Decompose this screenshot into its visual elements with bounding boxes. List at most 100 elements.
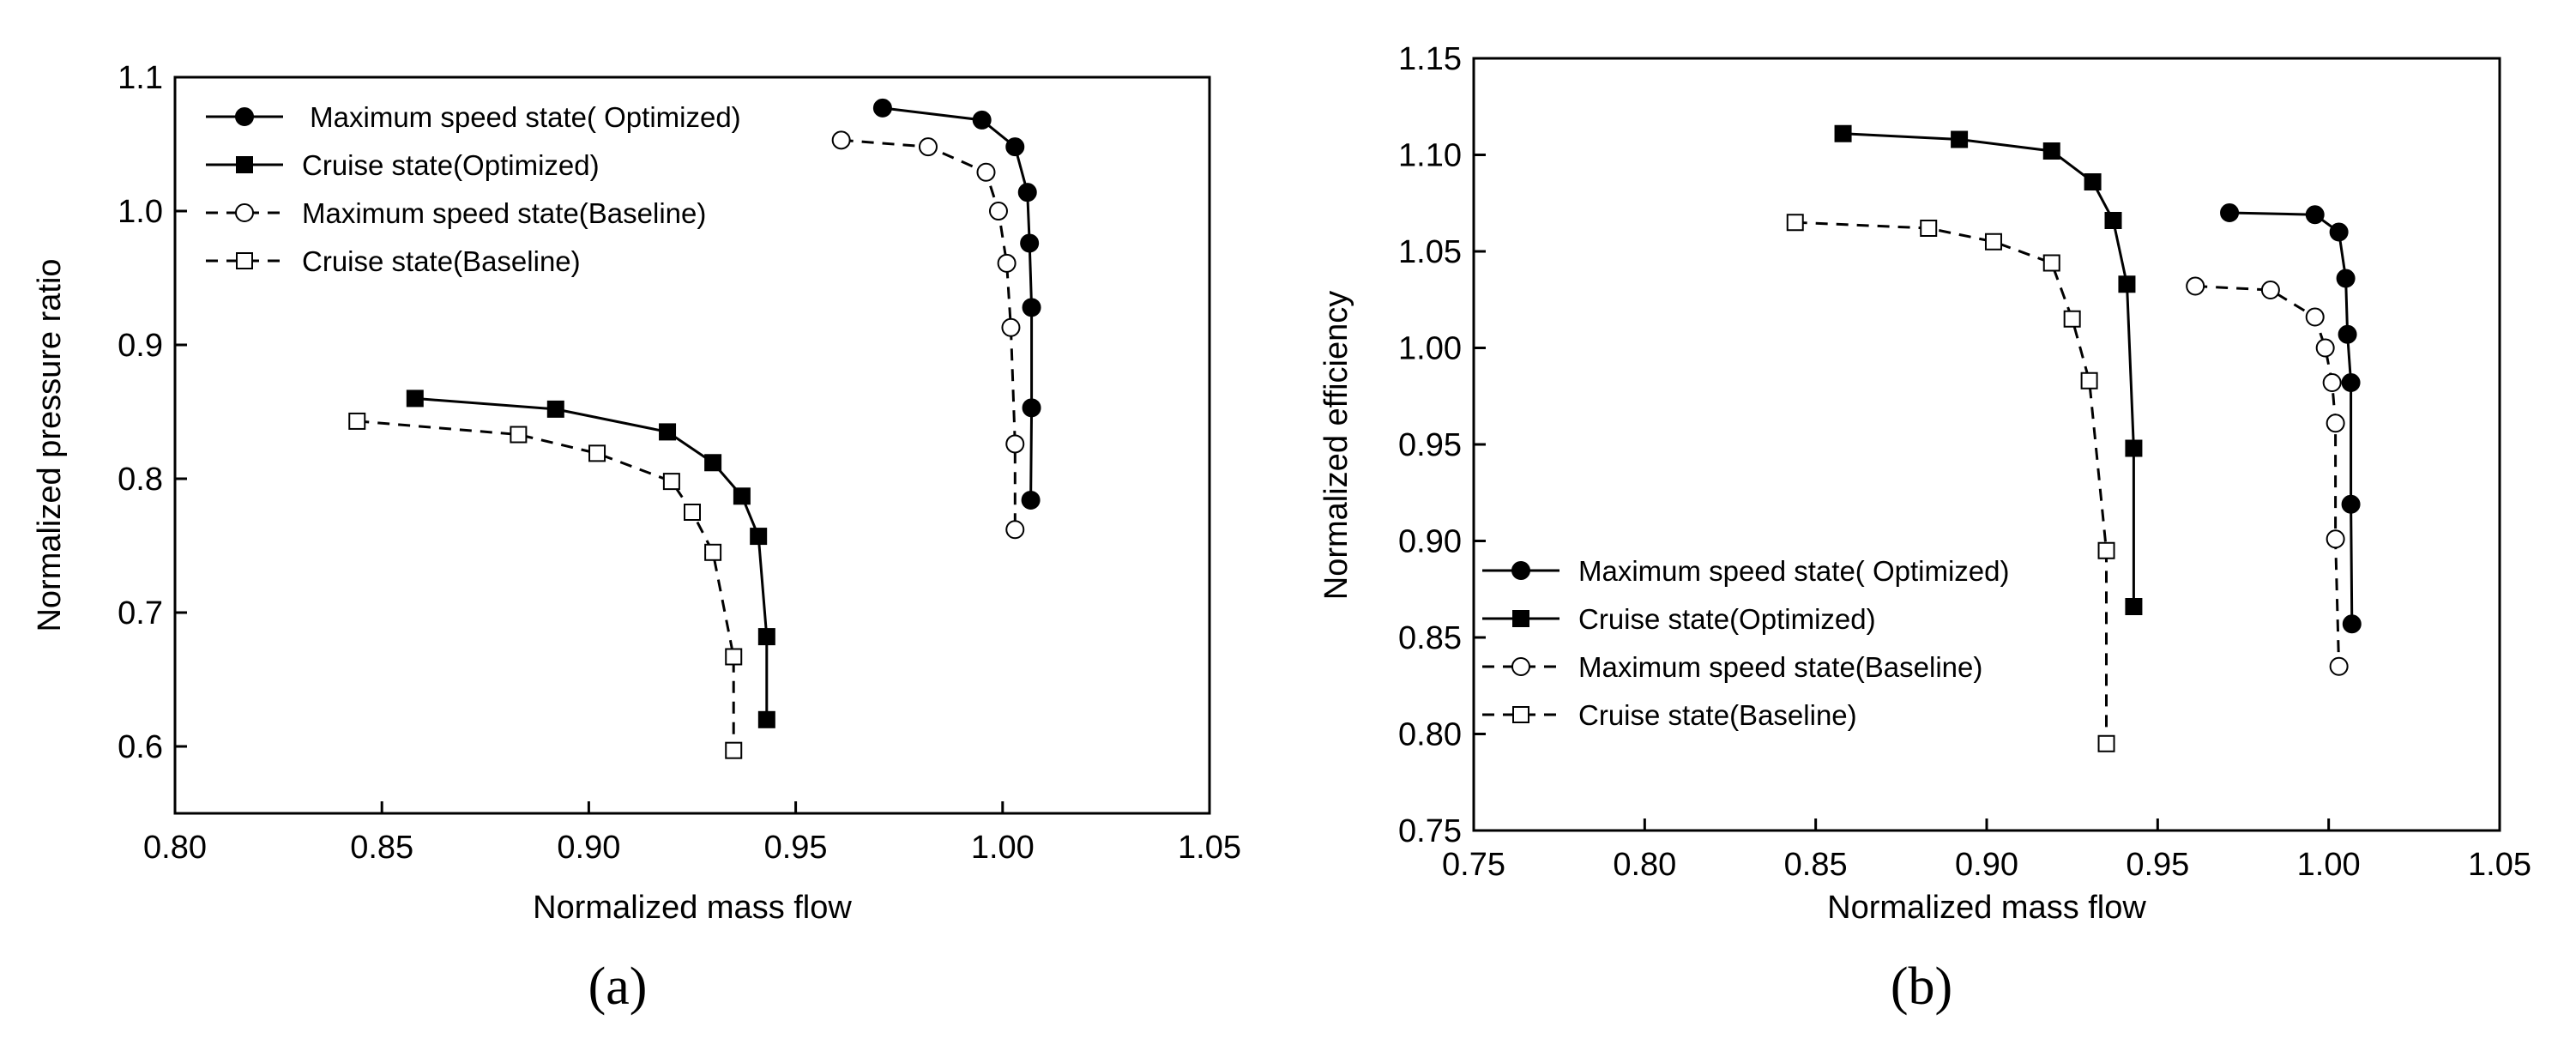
data-point [2341,373,2361,392]
series-a-2 [831,130,1025,540]
y-tick-label: 0.8 [118,462,163,498]
data-point [2329,656,2349,676]
legend-marker [1511,561,1530,580]
series-line [841,138,1017,530]
data-point [2341,494,2361,514]
data-point [2329,222,2349,242]
data-point [2305,307,2325,327]
y-axis-label-b: Normalized efficiency [1318,291,1354,600]
x-tick-label: 0.95 [764,830,828,866]
data-point [2220,203,2240,222]
data-point [972,110,992,130]
y-tick-label: 0.75 [1398,813,1462,849]
x-tick-label: 0.80 [1613,847,1676,883]
data-point [997,253,1017,273]
y-tick-label: 0.9 [118,328,163,364]
series-line [1843,132,2135,607]
data-point [1017,183,1037,202]
x-tick-label: 1.00 [971,830,1035,866]
data-point [1022,398,1041,418]
chart-panel-a: 0.80 0.85 0.90 0.95 1.00 1.05 0.6 0.7 0.8 0.9 1.0 1… [32,60,1241,1016]
series-b-0 [2220,203,2362,634]
x-tick-label: 0.85 [350,830,413,866]
series-line [414,396,769,720]
data-point [2125,598,2143,615]
ticks-a: 0.80 0.85 0.90 0.95 1.00 1.05 0.6 0.7 0.8 0.9 1.0 1… [118,60,1241,866]
data-point [750,528,768,546]
data-point [2080,371,2098,390]
data-point [831,130,851,150]
legend-b: Maximum speed state( Optimized) Cruise st… [1482,555,2010,731]
data-point [510,426,528,444]
y-tick-label: 0.90 [1398,524,1462,560]
legend-item: Maximum speed state(Baseline) [206,197,706,229]
data-point [725,741,743,759]
series-line [1795,220,2108,744]
legend-marker [236,252,253,269]
data-point [1951,130,1969,148]
data-point [2084,173,2102,190]
data-point [662,473,680,491]
data-point [2186,276,2205,296]
data-point [588,444,606,462]
y-tick-label: 1.15 [1398,41,1462,77]
data-point [684,504,701,521]
data-point [2125,439,2143,457]
legend-item: Maximum speed state( Optimized) [206,101,741,133]
data-point [757,628,775,646]
x-tick-label: 0.80 [143,830,207,866]
series-layer-a [348,98,1041,759]
legend-item: Cruise state(Optimized) [206,149,600,181]
data-point [348,412,366,430]
data-point [2118,275,2136,293]
legend-a: Maximum speed state( Optimized) Cruise st… [206,101,741,277]
y-tick-label: 1.00 [1398,331,1462,367]
legend-label: Cruise state(Baseline) [1578,699,1857,731]
y-tick-label: 1.10 [1398,138,1462,174]
data-point [406,390,424,408]
data-point [659,423,677,441]
plot-frame-a [173,75,1211,815]
data-point [1920,220,1938,237]
x-tick-label: 1.00 [2297,847,2361,883]
data-point [988,202,1008,220]
data-point [1984,233,2002,251]
data-point [1786,214,1804,232]
y-tick-label: 0.6 [118,729,163,765]
data-point [546,400,564,418]
data-point [1021,490,1041,510]
x-axis-label-b: Normalized mass flow [1827,890,2146,926]
ticks-b: 0.75 0.80 0.85 0.90 0.95 1.00 1.05 0.75 0.80 0.85… [1398,41,2531,883]
data-point [2042,142,2060,160]
legend-marker [1511,657,1530,676]
data-point [2315,338,2335,358]
panel-label-b: (b) [1891,957,1952,1016]
data-point [2336,269,2356,288]
data-point [2338,324,2357,344]
legend-label: Maximum speed state(Baseline) [1578,651,1982,683]
legend-item: Maximum speed state( Optimized) [1482,555,2010,587]
data-point [2342,614,2362,634]
legend-marker [1512,610,1529,627]
y-tick-label: 0.80 [1398,717,1462,753]
data-point [757,710,775,728]
series-a-0 [872,98,1041,510]
x-tick-label: 0.90 [557,830,620,866]
x-tick-label: 0.85 [1784,847,1848,883]
legend-label: Maximum speed state(Baseline) [302,197,706,229]
x-tick-label: 0.95 [2126,847,2189,883]
data-point [1005,434,1025,454]
data-point [2305,205,2325,225]
legend-item: Maximum speed state(Baseline) [1482,651,1982,683]
x-tick-label: 1.05 [2468,847,2531,883]
y-tick-label: 0.95 [1398,427,1462,463]
legend-label: Maximum speed state( Optimized) [1578,555,2010,587]
data-point [918,137,938,157]
legend-item: Cruise state(Optimized) [1482,603,1876,635]
y-tick-label: 0.7 [118,595,163,631]
panel-label-a: (a) [588,957,648,1016]
legend-marker [235,107,254,126]
legend-marker [235,203,254,222]
legend-marker [236,156,253,173]
